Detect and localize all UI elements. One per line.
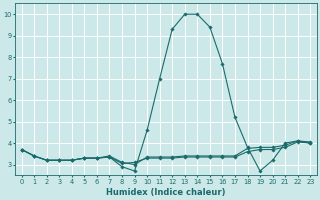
X-axis label: Humidex (Indice chaleur): Humidex (Indice chaleur) [106, 188, 226, 197]
